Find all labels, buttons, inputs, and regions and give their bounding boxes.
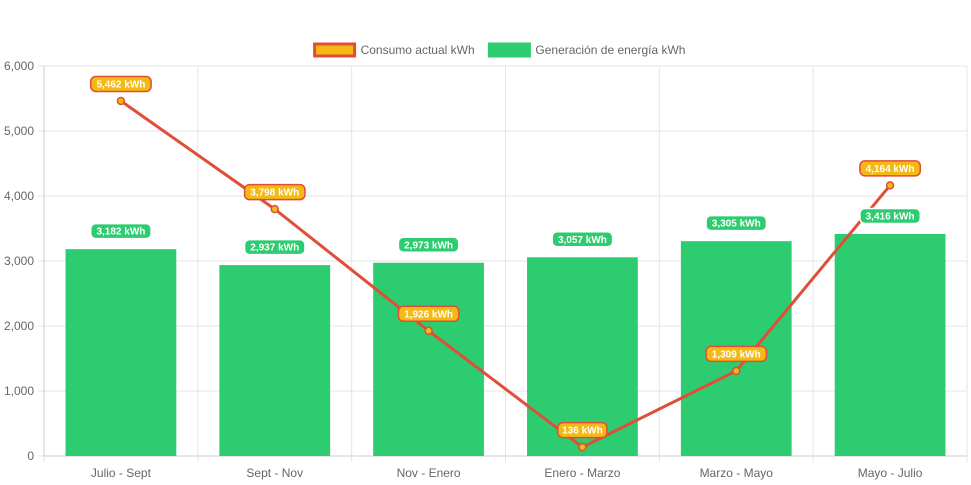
consumption-data-label: 1,926 kWh [397, 305, 460, 323]
generation-data-label-text: 3,182 kWh [96, 227, 145, 238]
consumption-data-label-bg [397, 305, 460, 323]
generation-data-label: 3,182 kWh [89, 222, 152, 240]
generation-data-label: 3,057 kWh [551, 231, 614, 248]
x-tick-label: Mayo - Julio [858, 466, 923, 480]
consumption-data-label: 1,309 kWh [705, 345, 768, 363]
legend: Consumo actual kWh Generación de energía … [313, 42, 685, 58]
legend-generation[interactable]: Generación de energía kWh [487, 42, 685, 58]
y-tick-label: 0 [27, 449, 34, 463]
generation-bar[interactable] [65, 249, 177, 456]
consumption-data-label: 5,462 kWh [89, 75, 152, 93]
generation-data-label-text: 2,973 kWh [404, 240, 453, 251]
consumption-point[interactable] [732, 366, 741, 376]
consumption-data-label-text: 136 kWh [562, 426, 603, 437]
consumption-data-label-text: 4,164 kWh [866, 164, 915, 175]
consumption-data-label: 4,164 kWh [859, 160, 922, 177]
y-tick-label: 2,000 [4, 319, 34, 333]
x-tick-label: Julio - Sept [91, 466, 152, 480]
x-tick-label: Sept - Nov [246, 466, 303, 480]
generation-data-label-bg [859, 207, 922, 225]
generation-data-label: 2,937 kWh [243, 238, 306, 256]
legend-consumption[interactable]: Consumo actual kWh [313, 42, 475, 58]
consumption-data-label-text: 1,309 kWh [712, 349, 761, 360]
consumption-data-label-text: 1,926 kWh [404, 309, 453, 320]
generation-data-label-bg [89, 222, 152, 240]
legend-generation-swatch [487, 42, 531, 58]
consumption-data-label: 3,798 kWh [243, 183, 306, 201]
consumption-data-label-bg [557, 421, 608, 439]
consumption-data-label-text: 5,462 kWh [96, 79, 145, 90]
x-tick-label: Marzo - Mayo [700, 466, 774, 480]
consumption-data-label-bg [243, 183, 306, 201]
generation-data-label: 3,305 kWh [705, 214, 768, 232]
generation-data-label-text: 2,937 kWh [250, 243, 299, 254]
consumption-data-label: 136 kWh [557, 421, 608, 439]
consumption-data-label-text: 3,798 kWh [250, 188, 299, 199]
legend-consumption-swatch [313, 42, 357, 58]
generation-bar[interactable] [834, 233, 946, 456]
generation-data-label-bg [243, 238, 306, 256]
generation-data-label-bg [397, 236, 460, 254]
data-labels: 3,182 kWh 2,937 kWh 2,973 kWh 3,057 kWh 3,30… [89, 75, 922, 439]
consumption-data-label-bg [89, 75, 152, 93]
consumption-point[interactable] [885, 181, 895, 190]
generation-bar[interactable] [219, 265, 331, 456]
consumption-data-label-bg [859, 160, 922, 177]
consumption-point[interactable] [578, 442, 587, 452]
generation-data-label-text: 3,057 kWh [558, 235, 607, 246]
consumption-data-label-bg [705, 345, 768, 363]
legend-generation-label: Generación de energía kWh [535, 43, 685, 57]
y-tick-label: 3,000 [4, 254, 34, 268]
consumption-point[interactable] [270, 204, 279, 214]
axes: 0 1,000 2,000 3,000 4,000 5,000 6,000 Julio - S… [4, 59, 967, 480]
y-tick-label: 5,000 [4, 124, 34, 138]
x-tick-label: Nov - Enero [397, 466, 461, 480]
generation-data-label-text: 3,416 kWh [866, 211, 915, 222]
y-tick-label: 4,000 [4, 189, 34, 203]
generation-data-label-bg [551, 231, 614, 248]
x-tick-label: Enero - Marzo [544, 466, 620, 480]
generation-data-label: 2,973 kWh [397, 236, 460, 254]
legend-consumption-label: Consumo actual kWh [361, 43, 475, 57]
y-tick-label: 6,000 [4, 59, 34, 73]
consumption-point[interactable] [424, 326, 433, 336]
y-tick-label: 1,000 [4, 384, 34, 398]
generation-data-label-bg [705, 214, 768, 232]
generation-data-label: 3,416 kWh [859, 207, 922, 225]
grid-lines [38, 65, 968, 462]
consumption-point[interactable] [116, 96, 126, 106]
generation-data-label-text: 3,305 kWh [712, 219, 761, 230]
